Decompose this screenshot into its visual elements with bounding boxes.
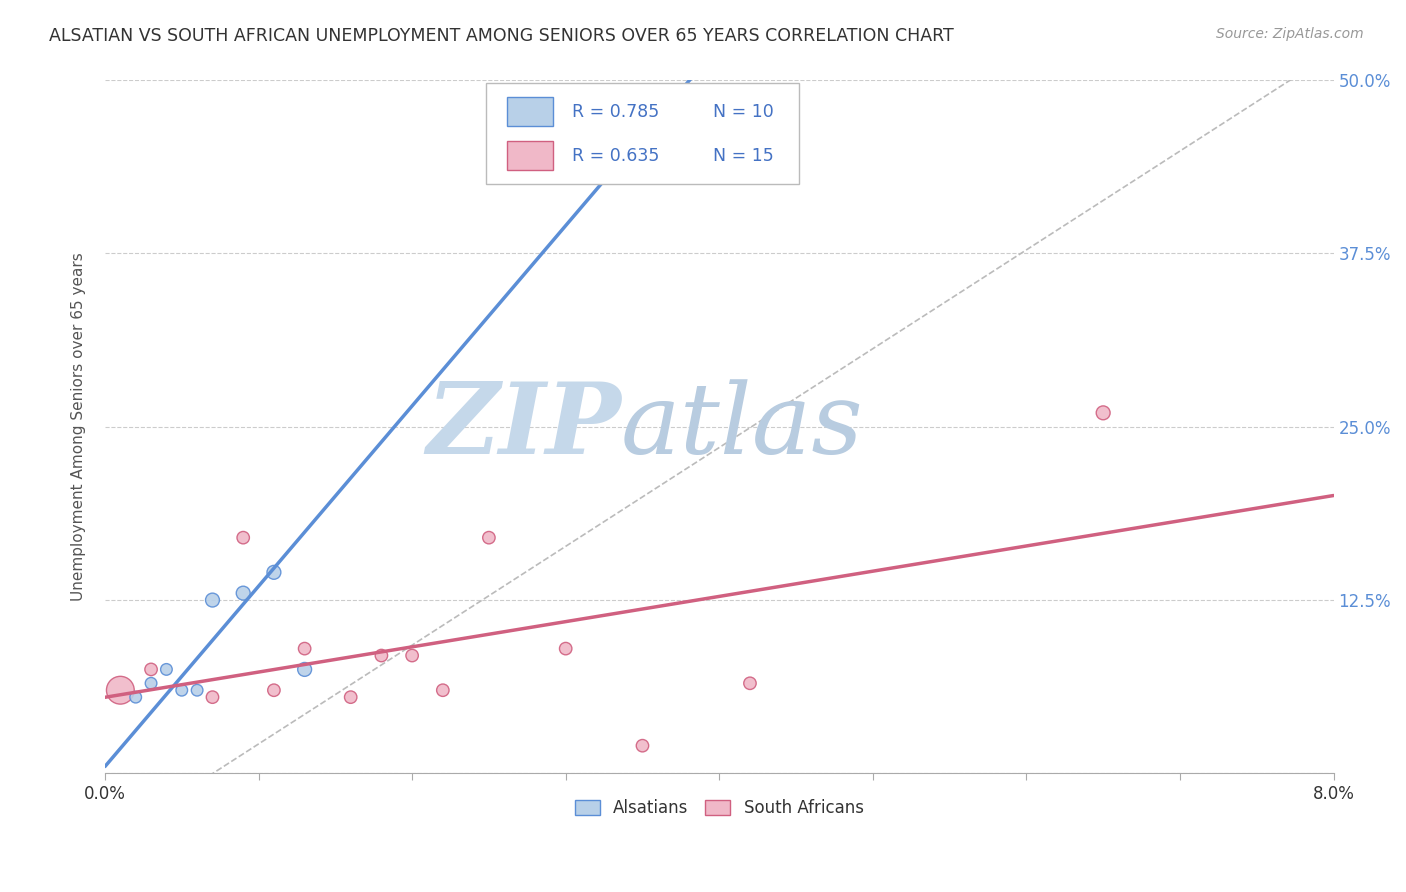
Point	[478, 531, 501, 545]
Text: R = 0.785: R = 0.785	[572, 103, 659, 121]
Point	[738, 676, 761, 690]
Point	[1092, 406, 1115, 420]
Text: atlas: atlas	[621, 379, 863, 475]
Point	[201, 593, 224, 607]
FancyBboxPatch shape	[506, 97, 554, 127]
Point	[554, 641, 576, 656]
Text: ZIP: ZIP	[426, 378, 621, 475]
Text: N = 15: N = 15	[713, 146, 773, 164]
Point	[631, 739, 654, 753]
Text: R = 0.635: R = 0.635	[572, 146, 659, 164]
Point	[370, 648, 392, 663]
Point	[155, 662, 177, 676]
FancyBboxPatch shape	[506, 141, 554, 170]
Point	[432, 683, 454, 698]
Point	[110, 683, 132, 698]
Point	[554, 170, 576, 185]
Text: ALSATIAN VS SOUTH AFRICAN UNEMPLOYMENT AMONG SENIORS OVER 65 YEARS CORRELATION C: ALSATIAN VS SOUTH AFRICAN UNEMPLOYMENT A…	[49, 27, 953, 45]
Legend: Alsatians, South Africans: Alsatians, South Africans	[568, 793, 870, 824]
Point	[232, 531, 254, 545]
Point	[263, 566, 285, 580]
Point	[186, 683, 208, 698]
Point	[401, 648, 423, 663]
Point	[201, 690, 224, 705]
Point	[294, 662, 316, 676]
Point	[139, 662, 162, 676]
Point	[263, 683, 285, 698]
Text: N = 10: N = 10	[713, 103, 773, 121]
Point	[139, 676, 162, 690]
Point	[170, 683, 193, 698]
Y-axis label: Unemployment Among Seniors over 65 years: Unemployment Among Seniors over 65 years	[72, 252, 86, 601]
Point	[232, 586, 254, 600]
Point	[294, 641, 316, 656]
Point	[339, 690, 361, 705]
Point	[125, 690, 148, 705]
Text: Source: ZipAtlas.com: Source: ZipAtlas.com	[1216, 27, 1364, 41]
FancyBboxPatch shape	[486, 84, 799, 184]
